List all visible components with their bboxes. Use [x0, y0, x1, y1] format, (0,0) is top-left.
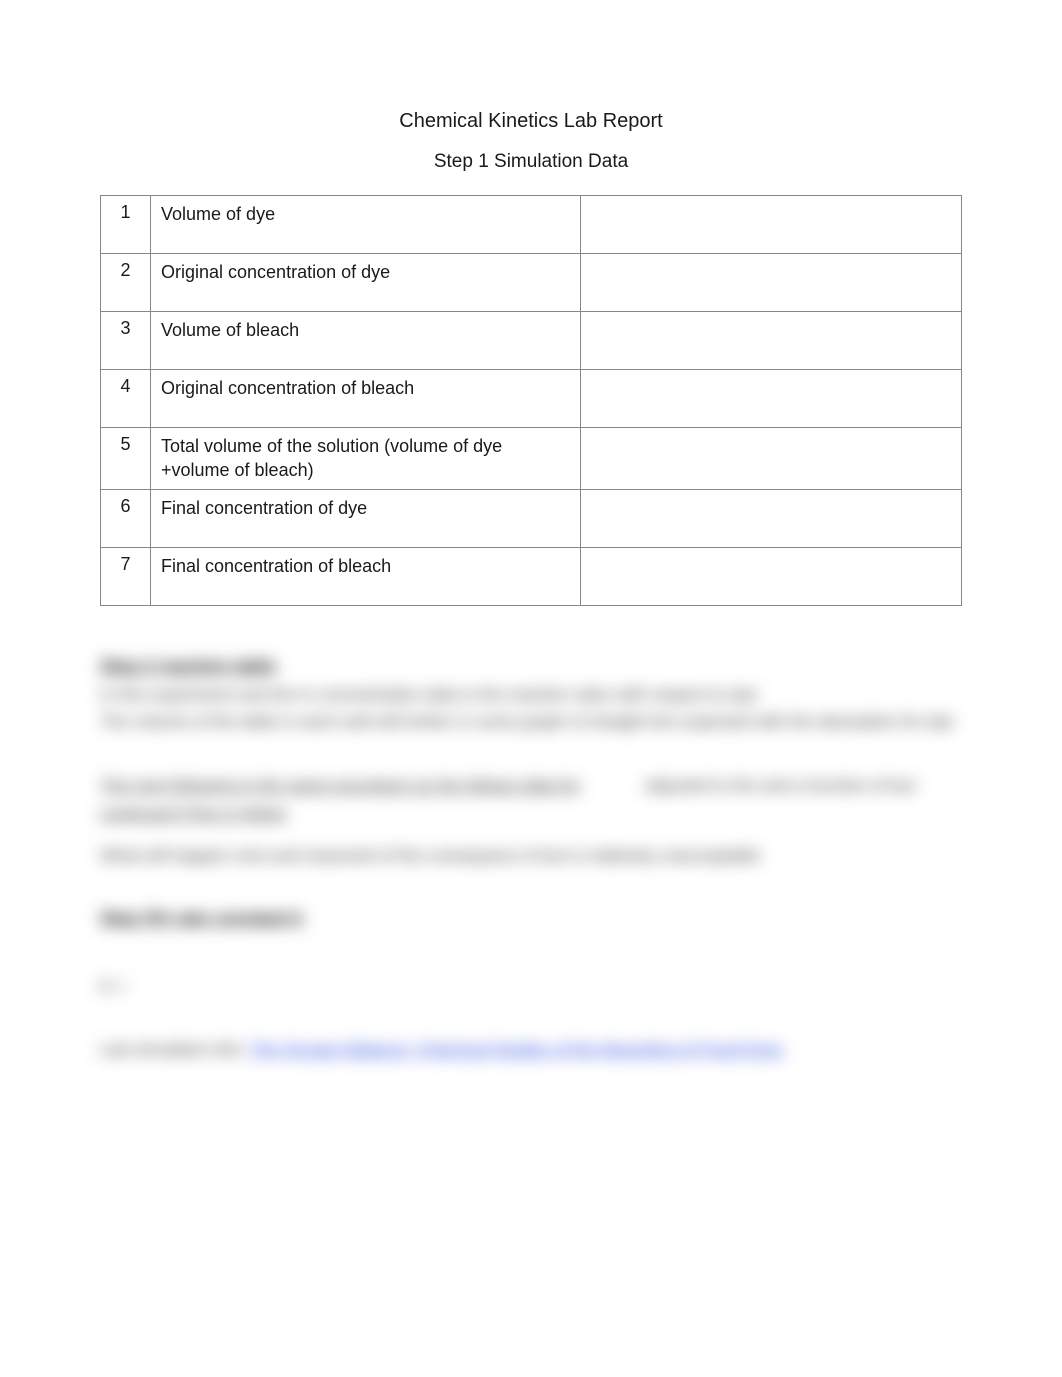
body-text: What will happen next and reasoned of th… [100, 844, 962, 868]
row-value[interactable] [581, 254, 961, 266]
table-row: 3 Volume of bleach [101, 312, 962, 370]
row-value[interactable] [581, 312, 961, 324]
table-row: 6 Final concentration of dye [101, 489, 962, 547]
row-value[interactable] [581, 196, 961, 208]
section-heading: Step 2 reaction table [100, 656, 276, 677]
row-label: Final concentration of dye [151, 490, 580, 526]
row-value[interactable] [581, 490, 961, 502]
row-number: 7 [101, 548, 150, 581]
row-label: Original concentration of dye [151, 254, 580, 290]
row-number: 6 [101, 490, 150, 523]
row-number: 5 [101, 428, 150, 461]
table-row: 1 Volume of dye [101, 196, 962, 254]
table-row: 2 Original concentration of dye [101, 254, 962, 312]
row-number: 1 [101, 196, 150, 229]
table-row: 7 Final concentration of bleach [101, 547, 962, 605]
body-text: In this experiment and the in concentrat… [100, 683, 962, 707]
table-row: 5 Total volume of the solution (volume o… [101, 428, 962, 490]
row-label: Volume of dye [151, 196, 580, 232]
row-value[interactable] [581, 428, 961, 440]
row-label: Volume of bleach [151, 312, 580, 348]
table-row: 4 Original concentration of bleach [101, 370, 962, 428]
simulation-data-table: 1 Volume of dye 2 Original concentration… [100, 195, 962, 606]
page-title: Chemical Kinetics Lab Report [100, 110, 962, 133]
section-heading: Step 3% rate constant k [100, 908, 303, 929]
row-value[interactable] [581, 370, 961, 382]
simulation-link[interactable]: The Oxygen Balance: Chemical Studies of … [249, 1040, 783, 1059]
row-number: 3 [101, 312, 150, 345]
page-subtitle: Step 1 Simulation Data [100, 151, 962, 173]
equation-text: K = [100, 975, 962, 999]
body-text: continued if this is higher [100, 802, 962, 826]
link-line: Lab simulation link: The Oxygen Balance:… [100, 1038, 962, 1062]
row-value[interactable] [581, 548, 961, 560]
row-label: Total volume of the solution (volume of … [151, 428, 580, 489]
row-number: 2 [101, 254, 150, 287]
row-label: Original concentration of bleach [151, 370, 580, 406]
row-number: 4 [101, 370, 150, 403]
blurred-content: Step 2 reaction table In this experiment… [100, 656, 962, 1063]
row-label: Final concentration of bleach [151, 548, 580, 584]
body-text: The volume of the table in each well wil… [100, 710, 962, 734]
document-page: Chemical Kinetics Lab Report Step 1 Simu… [0, 0, 1062, 1162]
body-text: The next following is the same procedure… [100, 774, 962, 798]
